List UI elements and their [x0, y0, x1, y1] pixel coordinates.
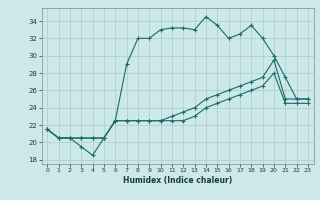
- X-axis label: Humidex (Indice chaleur): Humidex (Indice chaleur): [123, 176, 232, 185]
